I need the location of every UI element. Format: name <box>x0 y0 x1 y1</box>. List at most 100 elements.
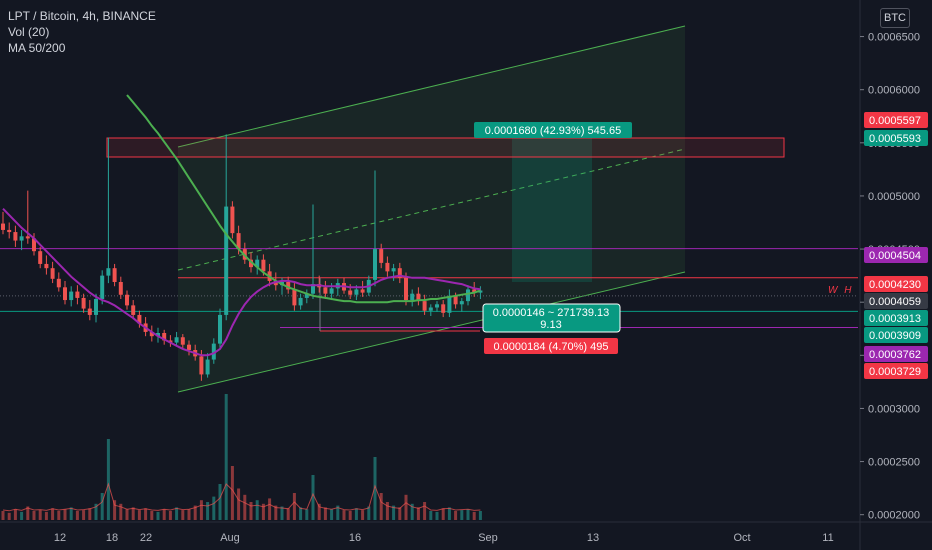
volume-bar <box>119 503 123 520</box>
time-tick-label: 18 <box>106 532 118 544</box>
price-level-badge <box>864 327 928 343</box>
short-box-label-bg <box>484 338 618 354</box>
candle-body <box>311 284 315 294</box>
price-tick-label: 0.0002500 <box>868 457 920 469</box>
candle-body <box>385 262 390 272</box>
candle-body <box>137 314 142 324</box>
candle-body <box>205 359 210 375</box>
volume-bar <box>230 466 234 520</box>
volume-bar <box>435 511 439 520</box>
volume-bar <box>1 511 5 520</box>
volume-bar <box>373 457 377 520</box>
volume-bar <box>311 475 315 520</box>
volume-bar <box>429 511 433 520</box>
ma-indicator-label[interactable]: MA 50/200 <box>8 41 66 55</box>
candle-body <box>447 295 452 313</box>
volume-bar <box>299 507 303 520</box>
volume-bar <box>274 505 278 520</box>
candle-body <box>422 301 427 311</box>
volume-bar <box>82 510 86 520</box>
price-level-label: 0.0004059 <box>869 296 921 308</box>
volume-bar <box>38 510 42 520</box>
volume-bar <box>460 510 464 520</box>
candle-body <box>249 259 253 268</box>
price-tick-label: 0.0003000 <box>868 403 920 415</box>
volume-bar <box>330 509 334 520</box>
price-level-label: 0.0004230 <box>869 279 921 291</box>
volume-bar <box>193 505 197 520</box>
volume-bar <box>367 506 371 520</box>
volume-bar <box>63 509 67 520</box>
volume-bar <box>404 494 408 520</box>
measure-label-bg <box>482 303 621 333</box>
candle-body <box>50 268 55 279</box>
candle-body <box>292 289 297 306</box>
price-tick-label: 0.0006000 <box>868 85 920 97</box>
volume-bar <box>88 508 92 520</box>
channel-mid-line <box>177 148 686 271</box>
candle-body <box>180 337 185 345</box>
volume-bar <box>392 505 396 520</box>
volume-bar <box>181 510 185 520</box>
volume-bar <box>348 511 352 520</box>
volume-bar <box>423 502 427 520</box>
volume-bar <box>249 502 253 520</box>
candle-body <box>323 287 328 294</box>
candle-body <box>224 206 229 315</box>
volume-ma-line <box>2 482 481 512</box>
time-tick-label: 16 <box>349 532 361 544</box>
candle-body <box>453 295 458 305</box>
candle-body <box>106 268 111 276</box>
price-tick-label: 0.0005000 <box>868 191 920 203</box>
volume-bar <box>292 493 296 520</box>
candle-body <box>218 314 222 344</box>
candle-body <box>100 275 105 299</box>
volume-bar <box>175 507 179 520</box>
price-level-badge <box>864 130 928 146</box>
volume-bar <box>336 505 340 520</box>
volume-bar <box>150 511 154 520</box>
candle-body <box>38 251 43 264</box>
candle-body <box>44 263 49 269</box>
volume-bar <box>478 511 482 520</box>
symbol-title[interactable]: LPT / Bitcoin, 4h, BINANCE <box>8 9 156 23</box>
candle-body <box>94 299 98 315</box>
candle-body <box>435 304 439 308</box>
volume-bar <box>168 511 172 520</box>
price-tick-label: 0.0002000 <box>868 510 920 522</box>
price-level-badge <box>864 346 928 362</box>
volume-bar <box>7 512 11 520</box>
candle-body <box>404 277 408 301</box>
volume-indicator-label[interactable]: Vol (20) <box>8 25 50 39</box>
candle-body <box>25 236 30 239</box>
price-unit-badge[interactable]: BTC <box>880 8 910 28</box>
short-box-label: 0.0000184 (4.70%) 495 <box>494 341 609 353</box>
price-level-badge <box>864 276 928 292</box>
volume-bar <box>361 510 365 520</box>
volume-bar <box>441 508 445 520</box>
candle-body <box>75 291 80 298</box>
ma200-line <box>126 94 481 304</box>
time-tick-label: 11 <box>822 532 833 544</box>
volume-bar <box>20 511 24 520</box>
candle-body <box>416 293 421 302</box>
long-box-label: 0.0001680 (42.93%) 545.65 <box>485 125 621 137</box>
ma50-line <box>2 208 481 357</box>
volume-bar <box>323 507 327 520</box>
measure-label-line2: 9.13 <box>540 319 561 331</box>
volume-bar <box>243 494 247 520</box>
volume-bar <box>286 508 290 520</box>
volume-bar <box>75 511 79 520</box>
candle-body <box>354 289 359 295</box>
candle-body <box>329 288 334 294</box>
volume-bar <box>280 506 284 520</box>
volume-bar <box>100 493 104 520</box>
volume-bar <box>416 507 420 520</box>
candle-body <box>459 301 464 305</box>
time-tick-label: 22 <box>140 532 152 544</box>
volume-bar <box>472 511 476 520</box>
volume-bar <box>218 484 222 520</box>
volume-bar <box>51 508 55 520</box>
